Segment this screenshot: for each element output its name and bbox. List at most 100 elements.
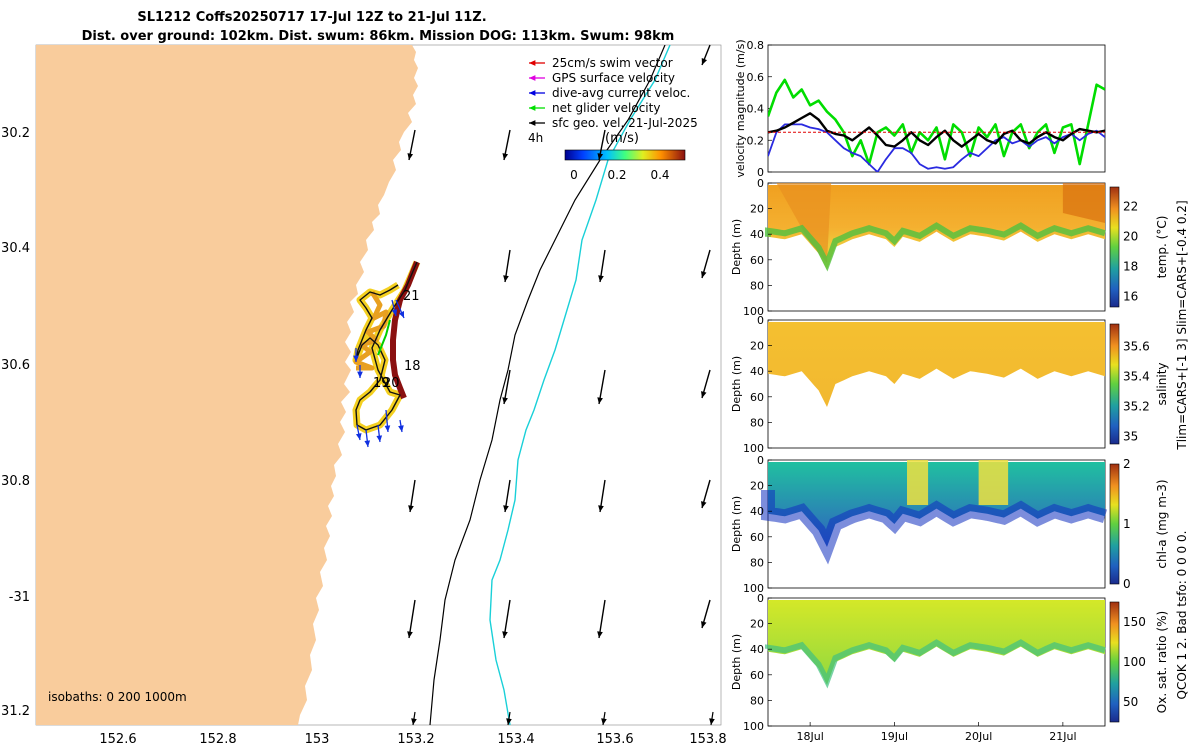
- lat-tick: 31.2: [1, 704, 30, 719]
- track-centerline: [355, 261, 418, 431]
- current-arrow-head: [357, 371, 363, 378]
- lon-tick: 152.6: [99, 732, 136, 747]
- lon-tick: 153.8: [689, 732, 726, 747]
- day-label: 19: [373, 376, 390, 391]
- oxygen-depth-tick: 20: [750, 618, 764, 631]
- current-arrow-head: [364, 440, 371, 447]
- temp-warm-patch: [1062, 183, 1105, 223]
- geo-vector-arrow-head: [502, 153, 509, 160]
- geo-vector-arrow-head: [701, 58, 708, 65]
- geo-vector-arrow-head: [408, 505, 414, 512]
- chla-colorbar: [1109, 463, 1120, 585]
- chla-high-patch: [978, 460, 1009, 505]
- salinity-section-fill: [768, 322, 1105, 407]
- time-scale-label: 4h: [528, 131, 543, 145]
- legend-label: sfc geo. vel. 21-Jul-2025: [552, 116, 698, 130]
- lat-tick: 30.4: [1, 241, 30, 256]
- oxygen-lower-band: [765, 639, 1106, 689]
- salinity-depth-tick: 60: [750, 391, 764, 404]
- current-arrow-head: [398, 311, 405, 318]
- chla-deep-low: [761, 490, 1108, 565]
- temp-colorbar: [1109, 186, 1120, 308]
- salinity-colorbar-tick: 35.2: [1123, 400, 1150, 414]
- geo-vector-arrow-head: [597, 153, 604, 160]
- temp-thermocline: [765, 222, 1106, 272]
- temp-depth-tick: 0: [757, 177, 764, 190]
- geo-vector-arrow-head: [502, 397, 508, 404]
- lat-tick: 30.2: [1, 126, 30, 141]
- oxygen-depth-tick: 80: [750, 694, 764, 707]
- lat-tick: 30.8: [1, 474, 30, 489]
- chla-depth-tick: 80: [750, 556, 764, 569]
- lon-tick: 152.8: [199, 732, 236, 747]
- geo-vector-arrow-head: [598, 505, 604, 512]
- chla-depth-label: Depth (m): [730, 496, 743, 552]
- salinity-colorbar-tick: 35.6: [1123, 340, 1150, 354]
- oxygen-colorbar: [1109, 601, 1120, 723]
- current-arrow-head: [376, 435, 383, 442]
- velocity-ytick: 0.8: [747, 39, 765, 52]
- geo-vector-arrow-head: [701, 391, 707, 398]
- temp-colorbar-tick: 18: [1123, 260, 1138, 274]
- legend-label: net glider velocity: [552, 101, 660, 115]
- salinity-depth-tick: 40: [750, 365, 764, 378]
- geo-vector-arrow-head: [407, 631, 413, 638]
- geo-vector-arrow: [598, 599, 606, 639]
- net-glider-velocity-segment: [377, 319, 391, 356]
- glider-track: 21 18 19 20: [352, 260, 421, 448]
- surface-geostrophic-arrows: [407, 44, 715, 726]
- chla-colorbar-tick: 0: [1123, 577, 1131, 591]
- current-arrow-head: [353, 355, 359, 362]
- velocity-series-line: [768, 123, 1105, 172]
- temp-depth-tick: 20: [750, 203, 764, 216]
- oxygen-colorbar-tick: 50: [1123, 695, 1138, 709]
- isobaths-label: isobaths: 0 200 1000m: [48, 690, 187, 704]
- geo-vector-arrow-head: [597, 397, 603, 404]
- figure-title-line1: SL1212 Coffs20250717 17-Jul 12Z to 21-Ju…: [137, 10, 486, 25]
- chla-depth-tick: 60: [750, 531, 764, 544]
- lon-tick: 153.6: [596, 732, 633, 747]
- geo-vector-arrow-head: [701, 501, 707, 508]
- temp-colorbar-tick: 20: [1123, 230, 1138, 244]
- cars-limits-note: Tlim=CARS+[-1 3] Slim=CARS+[-0.4 0.2]: [1175, 200, 1189, 450]
- land-mass: [36, 45, 418, 725]
- speed-colorbar: 4h (m/s) 0 0.2 0.4: [528, 131, 686, 182]
- salinity-colorbar-tick: 35: [1123, 430, 1138, 444]
- map-axes: 152.6 152.8 153 153.2 153.4 153.6 153.8 …: [1, 126, 727, 747]
- oxygen-depth-tick: 100: [743, 720, 764, 733]
- speed-unit-label: (m/s): [605, 131, 639, 146]
- time-tick: 21Jul: [1049, 730, 1076, 743]
- legend-arrow-head: [529, 90, 536, 96]
- geo-vector-arrow-head: [601, 718, 607, 725]
- velocity-plot-area: [768, 78, 1105, 172]
- isobath-1000m: [489, 45, 671, 725]
- dive-avg-current-arrows: [353, 299, 405, 448]
- legend-arrow-head: [529, 120, 536, 126]
- salinity-depth-label: Depth (m): [730, 356, 743, 412]
- geo-vector-arrow-head: [503, 275, 509, 282]
- legend-arrow-head: [529, 60, 536, 66]
- oxygen-colorbar-label: Ox. sat. ratio (%): [1155, 611, 1169, 713]
- salinity-depth-tick: 80: [750, 416, 764, 429]
- current-arrow-head: [398, 425, 404, 432]
- oxygen-colorbar-tick: 100: [1123, 655, 1146, 669]
- oxygen-colorbar-tick: 150: [1123, 615, 1146, 629]
- time-tick: 20Jul: [965, 730, 992, 743]
- lon-tick: 153: [305, 732, 330, 747]
- salinity-colorbar: [1109, 323, 1120, 445]
- velocity-ytick: 0.6: [747, 71, 765, 84]
- salinity-depth-tick: 100: [743, 442, 764, 455]
- geo-vector-arrow: [408, 599, 416, 639]
- geo-vector-arrow-head: [506, 718, 512, 725]
- salinity-depth-tick: 20: [750, 340, 764, 353]
- geo-vector-arrow-head: [598, 275, 604, 282]
- salinity-colorbar-label: salinity: [1155, 362, 1169, 405]
- chla-colorbar-tick: 2: [1123, 457, 1131, 471]
- chla-depth-tick: 20: [750, 480, 764, 493]
- time-tick: 18Jul: [796, 730, 823, 743]
- oxygen-depth-tick: 40: [750, 643, 764, 656]
